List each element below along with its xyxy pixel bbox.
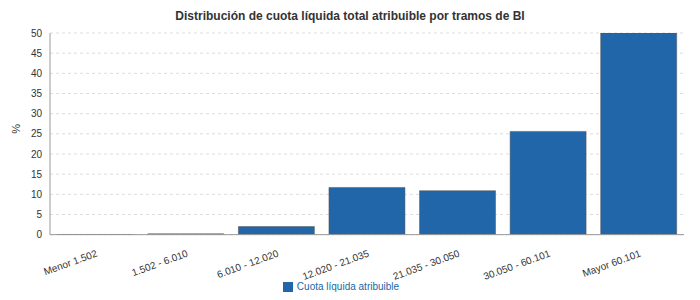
svg-text:45: 45 bbox=[31, 48, 43, 59]
svg-text:%: % bbox=[10, 124, 22, 134]
svg-text:Menor 1.502: Menor 1.502 bbox=[42, 248, 99, 278]
svg-text:15: 15 bbox=[31, 169, 43, 180]
svg-text:0: 0 bbox=[36, 229, 42, 240]
html-text:Cuota líquida atribuible: Cuota líquida atribuible bbox=[296, 280, 400, 292]
svg-text:30.050 - 60.101: 30.050 - 60.101 bbox=[482, 248, 552, 282]
svg-text:50: 50 bbox=[31, 28, 43, 39]
svg-text:10: 10 bbox=[31, 189, 43, 200]
svg-text:20: 20 bbox=[31, 149, 43, 160]
svg-text:Mayor 60.101: Mayor 60.101 bbox=[581, 248, 643, 279]
svg-text:1.502 - 6.010: 1.502 - 6.010 bbox=[130, 248, 190, 279]
svg-text:12.020 - 21.035: 12.020 - 21.035 bbox=[301, 248, 371, 282]
svg-text:21.035 - 30.050: 21.035 - 30.050 bbox=[391, 248, 461, 282]
svg-text:25: 25 bbox=[31, 128, 43, 139]
svg-text:35: 35 bbox=[31, 88, 43, 99]
svg-text:5: 5 bbox=[36, 209, 42, 220]
svg-text:30: 30 bbox=[31, 108, 43, 119]
svg-text:40: 40 bbox=[31, 68, 43, 79]
svg-text:6.010 - 12.020: 6.010 - 12.020 bbox=[215, 248, 280, 281]
html-text:Distribución de cuota líquida: Distribución de cuota líquida total atri… bbox=[175, 9, 525, 23]
